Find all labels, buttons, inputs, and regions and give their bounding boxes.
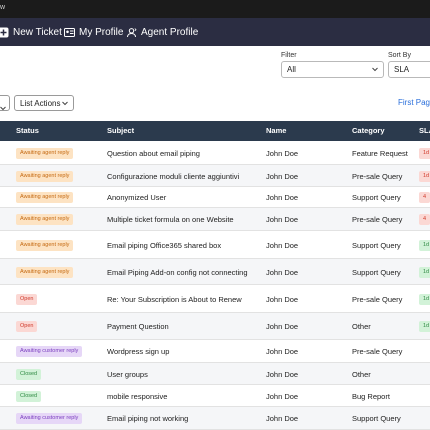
nav-bar: New Ticket My Profile Agent Profile [0,18,430,46]
ticket-category: Support Query [352,414,401,423]
agent-icon [126,27,137,38]
ticket-subject[interactable]: mobile responsive [107,391,168,401]
status-badge: Closed [16,390,42,402]
sort-select[interactable]: SLA [388,61,430,78]
column-header-sla[interactable]: SLA [419,126,430,135]
plus-icon [0,27,9,38]
ticket-subject[interactable]: Re: Your Subscription is About to Renew [107,294,242,304]
ticket-subject[interactable]: User groups [107,369,148,379]
status-badge: Closed [16,368,42,380]
sla-badge: 1d [419,239,430,251]
ticket-subject[interactable]: Configurazione moduli cliente aggiuntivi [107,171,240,181]
table-row[interactable]: Awaiting agent reply Question about email… [0,141,430,165]
bulk-select-dropdown[interactable] [0,95,10,111]
filter-value: All [287,65,296,74]
customer-name: John Doe [266,347,299,356]
profile-card-icon [64,27,75,37]
customer-name: John Doe [266,414,299,423]
customer-name: John Doe [266,193,299,202]
sort-value: SLA [394,65,410,74]
status-badge: Awaiting agent reply [16,239,74,251]
customer-name: John Doe [266,171,299,181]
ticket-category: Support Query [352,193,401,202]
column-header-name[interactable]: Name [266,126,287,135]
column-header-status[interactable]: Status [16,126,39,135]
sla-badge: 1d [419,147,430,159]
ticket-category: Support Query [352,240,401,250]
my-profile-button[interactable]: My Profile [64,18,123,46]
ticket-subject[interactable]: Multiple ticket formula on one Website [107,215,234,224]
status-badge: Awaiting agent reply [16,214,74,225]
sla-badge: 1d [419,321,430,332]
new-ticket-label: New Ticket [13,26,62,38]
ticket-category: Pre-sale Query [352,294,403,304]
ticket-subject[interactable]: Email piping Office365 shared box [107,240,222,250]
table-row[interactable]: Awaiting customer reply Wordpress sign up… [0,340,430,363]
sla-badge: 4 [419,192,430,203]
table-row[interactable]: Closed mobile responsive John Doe Bug Repor… [0,385,430,407]
ticket-subject[interactable]: Anonymized User [107,193,167,202]
sla-badge: 1d [419,170,430,182]
filter-label: Filter [281,52,297,59]
status-badge: Awaiting agent reply [16,192,74,203]
ticket-category: Feature Request [352,148,408,158]
column-header-subject[interactable]: Subject [107,126,135,135]
list-actions-dropdown[interactable]: List Actions [14,95,74,111]
top-bar-text: w [0,4,6,11]
chevron-down-icon [371,65,379,75]
chevron-down-icon [0,99,7,117]
status-badge: Awaiting customer reply [16,413,83,424]
customer-name: John Doe [266,391,299,401]
filter-select[interactable]: All [281,61,384,78]
ticket-category: Pre-sale Query [352,347,403,356]
customer-name: John Doe [266,322,299,331]
new-ticket-button[interactable]: New Ticket [0,18,62,46]
table-row[interactable]: Closed User groups John Doe Other [0,363,430,385]
table-row[interactable]: Awaiting customer reply Email piping not … [0,407,430,430]
ticket-subject[interactable]: Wordpress sign up [107,347,170,356]
sla-badge: 1d [419,266,430,278]
column-header-category[interactable]: Category [352,126,385,135]
ticket-category: Pre-sale Query [352,215,403,224]
ticket-category: Bug Report [352,391,390,401]
ticket-subject[interactable]: Email Piping Add-on config not connectin… [107,267,248,277]
browser-top-bar: w [0,0,430,18]
ticket-category: Other [352,369,371,379]
ticket-subject[interactable]: Question about email piping [107,148,200,158]
status-badge: Awaiting agent reply [16,170,74,182]
status-badge: Open [16,293,38,305]
customer-name: John Doe [266,294,299,304]
ticket-category: Support Query [352,267,401,277]
first-page-link[interactable]: First Page [398,98,430,107]
sla-badge: 1d [419,293,430,305]
table-header: Status Subject Name Category SLA [0,121,430,141]
table-row[interactable]: 0OpenRe: Your Subscription is About to R… [0,285,430,313]
ticket-category: Pre-sale Query [352,171,403,181]
agent-profile-label: Agent Profile [141,26,199,38]
list-actions-label: List Actions [20,98,61,108]
sort-label: Sort By [388,52,411,59]
status-badge: Awaiting agent reply [16,266,74,278]
status-badge: Open [16,321,38,332]
customer-name: John Doe [266,148,299,158]
status-badge: Awaiting customer reply [16,346,83,357]
chevron-down-icon [61,99,69,109]
status-badge: Awaiting agent reply [16,147,74,159]
customer-name: John Doe [266,267,299,277]
ticket-subject[interactable]: Email piping not working [107,414,189,423]
customer-name: John Doe [266,369,299,379]
customer-name: John Doe [266,215,299,224]
agent-profile-button[interactable]: Agent Profile [126,18,198,46]
sla-badge: 4 [419,214,430,225]
ticket-subject[interactable]: Payment Question [107,322,169,331]
my-profile-label: My Profile [79,26,124,38]
customer-name: John Doe [266,240,299,250]
ticket-category: Other [352,322,371,331]
